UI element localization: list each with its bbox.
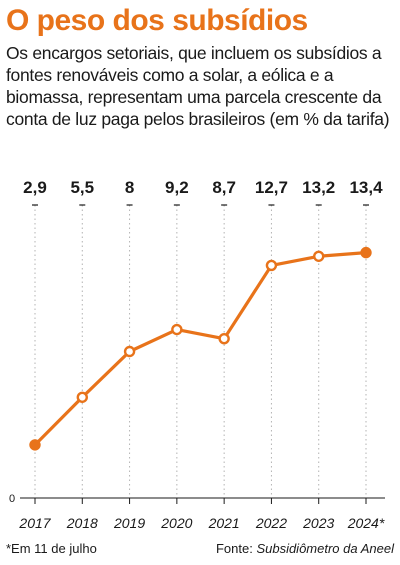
data-label: 9,2 — [165, 178, 189, 197]
data-point — [29, 439, 41, 451]
x-tick-label: 2018 — [66, 515, 98, 531]
y-tick-label: 0 — [9, 493, 15, 505]
series-line — [33, 251, 367, 447]
data-point — [171, 323, 183, 336]
x-tick-label: 2020 — [160, 515, 192, 531]
data-point — [76, 391, 88, 403]
x-tick-label: 2024* — [347, 515, 385, 531]
data-point — [313, 250, 325, 262]
data-point — [123, 345, 136, 358]
data-label: 13,4 — [349, 178, 383, 197]
data-label: 13,2 — [302, 178, 335, 197]
x-tick-label: 2019 — [113, 515, 145, 531]
x-tick-label: 2023 — [302, 515, 334, 531]
data-label: 12,7 — [255, 178, 288, 197]
data-point — [265, 259, 278, 272]
data-point — [360, 246, 372, 259]
source-name: Subsidiômetro da Aneel — [256, 541, 394, 556]
source-note: Fonte: Subsidiômetro da Aneel — [216, 541, 394, 556]
chart-subtitle: Os encargos setoriais, que incluem os su… — [6, 43, 390, 129]
data-label: 8 — [125, 178, 134, 197]
x-tick-label: 2022 — [255, 515, 287, 531]
x-tick-label: 2021 — [208, 515, 240, 531]
chart-title: O peso dos subsídios — [6, 4, 308, 37]
data-label: 5,5 — [70, 178, 94, 197]
x-tick-label: 2017 — [18, 515, 51, 531]
data-label: 2,9 — [23, 178, 47, 197]
footnote: *Em 11 de julho — [6, 541, 97, 556]
data-label: 8,7 — [212, 178, 236, 197]
source-prefix: Fonte: — [215, 541, 257, 556]
data-point — [218, 332, 230, 345]
